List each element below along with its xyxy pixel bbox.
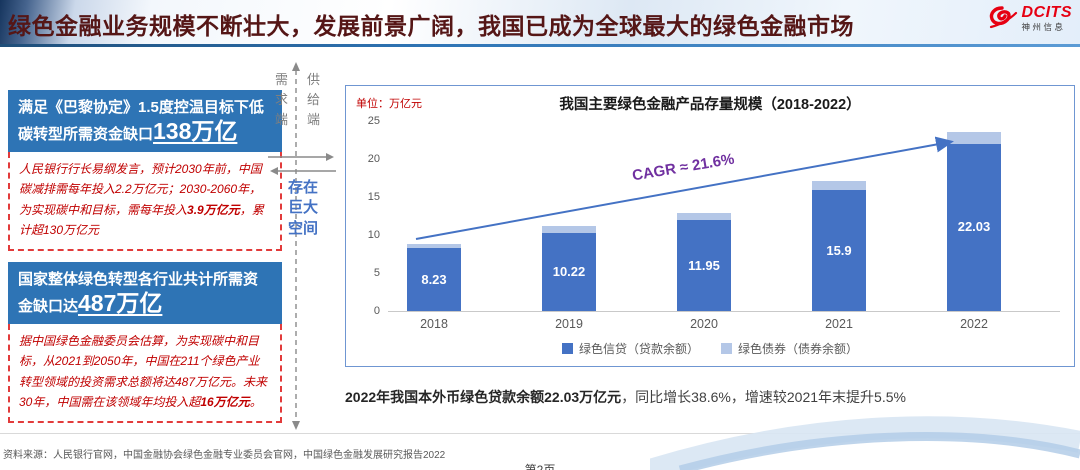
- box-header: 满足《巴黎协定》1.5度控温目标下低碳转型所需资金缺口138万亿: [8, 90, 282, 152]
- x-axis-line: [388, 311, 1060, 312]
- bar-segment-bond: [542, 226, 596, 234]
- gap-label: 存在巨大空间: [287, 179, 318, 237]
- chart-panel: 单位：万亿元 我国主要绿色金融产品存量规模（2018-2022） 0 5 10 15 2…: [345, 85, 1075, 367]
- bar-value-label: 8.23: [421, 271, 447, 287]
- text-segment: 138万亿: [153, 117, 238, 144]
- logo-swoosh-icon: [989, 6, 1017, 29]
- y-axis-tick: 20: [367, 153, 380, 165]
- bar-segment-bond: [947, 132, 1001, 144]
- bottom-swoosh-decoration: [650, 416, 1080, 470]
- text-segment: 487万亿: [78, 289, 163, 316]
- bar-chart-plot: 0 5 10 15 20 25 8.23 2018 10.22 2019 11.95 2020 15.9…: [346, 86, 1076, 368]
- legend-label: 绿色债券（债券余额）: [738, 342, 859, 356]
- legend-item: 绿色信贷（贷款余额）: [561, 340, 699, 357]
- text-segment: 。: [249, 395, 262, 410]
- text-segment: ，同比增长38.6%，增速较2021年末提升5.5%: [621, 389, 906, 405]
- footer-divider: [0, 433, 1080, 434]
- legend-label: 绿色信贷（贷款余额）: [578, 342, 699, 356]
- box-body: 据中国绿色金融委员会估算，为实现碳中和目标，从2021到2050年，中国在211…: [8, 323, 282, 423]
- x-axis-label: 2019: [555, 317, 583, 331]
- text-segment: 人民银行行长易纲发言，预计2030年前，中国碳减排需每年投入2.2万亿元；203…: [19, 161, 262, 217]
- supply-side-label: 供给端: [306, 72, 320, 128]
- bar-segment-bond: [407, 243, 461, 249]
- legend-swatch: [721, 343, 732, 354]
- chart-title: 我国主要绿色金融产品存量规模（2018-2022）: [559, 97, 861, 113]
- demand-side-label: 需求端: [274, 72, 288, 128]
- bar-segment-credit: [542, 233, 596, 311]
- x-axis-label: 2020: [690, 317, 718, 331]
- page-title: 绿色金融业务规模不断壮大，发展前景广阔，我国已成为全球最大的绿色金融市场: [8, 13, 854, 39]
- y-axis-tick: 15: [367, 191, 380, 203]
- text-segment: 2022年我国本外币绿色贷款余额22.03万亿元: [345, 389, 622, 405]
- bar-value-label: 11.95: [688, 257, 720, 273]
- x-axis-label: 2018: [420, 317, 448, 331]
- box-header: 国家整体绿色转型各行业共计所需资金缺口达487万亿: [8, 262, 282, 324]
- bar-segment-bond: [677, 212, 731, 221]
- header-bar: 绿色金融业务规模不断壮大，发展前景广阔，我国已成为全球最大的绿色金融市场 DCI…: [0, 0, 1080, 44]
- y-axis-tick: 10: [367, 229, 380, 241]
- text-segment: 3.9万亿元: [187, 202, 240, 217]
- legend-swatch: [561, 343, 573, 354]
- logo-subtitle: 神州信息: [1021, 22, 1066, 32]
- supply-demand-divider: 需求端 供给端 存在巨大空间: [266, 60, 342, 432]
- chart-legend: 绿色信贷（贷款余额） 绿色债券（债券余额）: [346, 340, 1074, 357]
- funding-gap-box-national: 国家整体绿色转型各行业共计所需资金缺口达487万亿 据中国绿色金融委员会估算，为…: [8, 262, 282, 423]
- y-axis-tick: 25: [367, 115, 380, 127]
- x-axis-label: 2022: [960, 317, 988, 331]
- bar-value-label: 22.03: [957, 219, 991, 235]
- y-axis-tick: 0: [373, 305, 380, 317]
- bar-segment-credit: [947, 143, 1001, 311]
- bar-segment-bond: [812, 181, 866, 191]
- box-body: 人民银行行长易纲发言，预计2030年前，中国碳减排需每年投入2.2万亿元；203…: [8, 151, 282, 251]
- page-number: 第2页: [524, 463, 556, 470]
- text-segment: 国家整体绿色转型各行业共计所需资金缺口达: [18, 271, 259, 315]
- y-axis-tick: 5: [373, 267, 380, 279]
- chart-unit-label: 单位：万亿元: [356, 98, 422, 110]
- source-note: 资料来源：人民银行官网，中国金融协会绿色金融专业委员会官网，中国绿色金融发展研究…: [3, 450, 446, 461]
- bar-value-label: 15.9: [826, 242, 852, 258]
- bar-segment-credit: [407, 248, 461, 311]
- legend-item: 绿色债券（债券余额）: [721, 340, 858, 357]
- text-segment: ，累计超130万亿元: [19, 202, 264, 238]
- header-divider: [0, 44, 1080, 47]
- text-segment: 据中国绿色金融委员会估算，为实现碳中和目标，从2021到2050年，中国在211…: [19, 333, 268, 410]
- funding-gap-box-paris: 满足《巴黎协定》1.5度控温目标下低碳转型所需资金缺口138万亿 人民银行行长易…: [8, 90, 282, 251]
- logo-brand: DCITS: [1021, 4, 1072, 21]
- text-segment: 满足《巴黎协定》1.5度控温目标下低碳转型所需资金缺口: [18, 99, 264, 143]
- x-axis-label: 2021: [825, 317, 853, 331]
- dcits-logo: DCITS 神州信息: [988, 5, 1073, 32]
- chart-note: 2022年我国本外币绿色贷款余额22.03万亿元，同比增长38.6%，增速较20…: [345, 387, 1065, 407]
- bar-value-label: 10.22: [552, 264, 586, 280]
- divider-arrows-icon: [268, 62, 336, 430]
- text-segment: 16万亿元: [200, 395, 250, 410]
